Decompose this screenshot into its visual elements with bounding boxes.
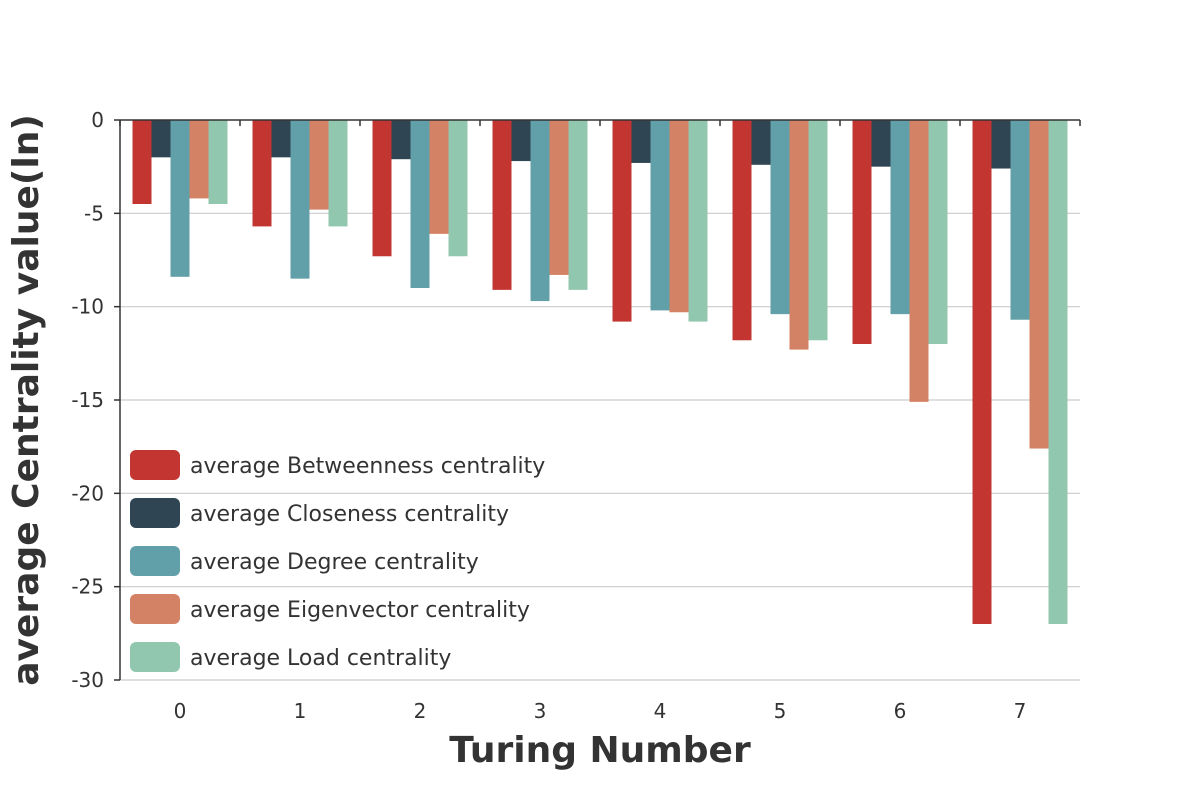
bar-average-degree-centrality-5 <box>770 120 790 315</box>
bar-average-betweenness-centrality-4 <box>612 120 632 322</box>
x-tick-label: 0 <box>174 699 187 723</box>
y-tick-label: -20 <box>71 481 104 505</box>
legend: average Betweenness centrality average Cl… <box>130 450 545 672</box>
legend-swatch <box>130 450 180 480</box>
bar-average-load-centrality-6 <box>928 120 948 344</box>
bar-average-closeness-centrality-1 <box>271 120 291 158</box>
bar-average-closeness-centrality-7 <box>991 120 1011 169</box>
y-axis-title: average Centrality value(ln) <box>6 114 47 686</box>
bar-average-closeness-centrality-4 <box>631 120 651 163</box>
bar-average-betweenness-centrality-6 <box>852 120 872 344</box>
bar-average-closeness-centrality-2 <box>391 120 411 160</box>
bar-average-eigenvector-centrality-1 <box>309 120 329 210</box>
bar-average-degree-centrality-3 <box>530 120 550 302</box>
legend-label: average Load centrality <box>190 646 451 671</box>
legend-label: average Closeness centrality <box>190 502 509 527</box>
x-tick-label: 7 <box>1014 699 1027 723</box>
x-tick-label: 5 <box>774 699 787 723</box>
legend-label: average Degree centrality <box>190 550 479 575</box>
bar-average-closeness-centrality-5 <box>751 120 771 165</box>
legend-swatch <box>130 594 180 624</box>
y-tick-label: -25 <box>71 575 104 599</box>
y-tick-label: -5 <box>84 201 104 225</box>
legend-swatch <box>130 546 180 576</box>
bar-average-load-centrality-0 <box>208 120 228 204</box>
y-tick-label: -10 <box>71 295 104 319</box>
bar-average-closeness-centrality-6 <box>871 120 891 167</box>
legend-swatch <box>130 498 180 528</box>
x-axis-title: Turing Number <box>449 730 751 771</box>
y-tick-label: 0 <box>91 108 104 132</box>
bar-average-betweenness-centrality-7 <box>972 120 992 624</box>
bar-average-load-centrality-7 <box>1048 120 1068 624</box>
bar-average-closeness-centrality-3 <box>511 120 531 162</box>
bar-average-degree-centrality-7 <box>1010 120 1030 320</box>
y-tick-label: -15 <box>71 388 104 412</box>
bar-average-betweenness-centrality-1 <box>252 120 272 227</box>
legend-swatch <box>130 642 180 672</box>
bar-average-eigenvector-centrality-0 <box>189 120 209 199</box>
bar-average-degree-centrality-2 <box>410 120 430 288</box>
bar-average-betweenness-centrality-3 <box>492 120 512 290</box>
bar-average-eigenvector-centrality-7 <box>1029 120 1049 449</box>
bars <box>132 120 1068 624</box>
x-tick-label: 4 <box>654 699 667 723</box>
bar-average-eigenvector-centrality-5 <box>789 120 809 350</box>
x-tick-label: 2 <box>414 699 427 723</box>
axes: 0 -5 -10 -15 -20 -25 -30 0 1 2 3 4 5 6 7 <box>71 108 1081 723</box>
x-tick-label: 1 <box>294 699 307 723</box>
bar-average-closeness-centrality-0 <box>151 120 171 158</box>
bar-average-eigenvector-centrality-4 <box>669 120 689 313</box>
y-tick-label: -30 <box>71 668 104 692</box>
legend-label: average Betweenness centrality <box>190 454 545 479</box>
bar-average-degree-centrality-6 <box>890 120 910 315</box>
bar-average-eigenvector-centrality-3 <box>549 120 569 275</box>
bar-average-eigenvector-centrality-2 <box>429 120 449 234</box>
bar-average-degree-centrality-1 <box>290 120 310 279</box>
bar-average-degree-centrality-0 <box>170 120 190 277</box>
bar-average-eigenvector-centrality-6 <box>909 120 929 402</box>
bar-average-load-centrality-3 <box>568 120 588 290</box>
bar-average-load-centrality-4 <box>688 120 708 322</box>
bar-average-load-centrality-1 <box>328 120 348 227</box>
bar-average-load-centrality-2 <box>448 120 468 257</box>
legend-label: average Eigenvector centrality <box>190 598 530 623</box>
bar-average-betweenness-centrality-5 <box>732 120 752 341</box>
bar-average-degree-centrality-4 <box>650 120 670 311</box>
bar-average-load-centrality-5 <box>808 120 828 341</box>
x-tick-label: 6 <box>894 699 907 723</box>
x-tick-label: 3 <box>534 699 547 723</box>
bar-average-betweenness-centrality-0 <box>132 120 152 204</box>
bar-average-betweenness-centrality-2 <box>372 120 392 257</box>
